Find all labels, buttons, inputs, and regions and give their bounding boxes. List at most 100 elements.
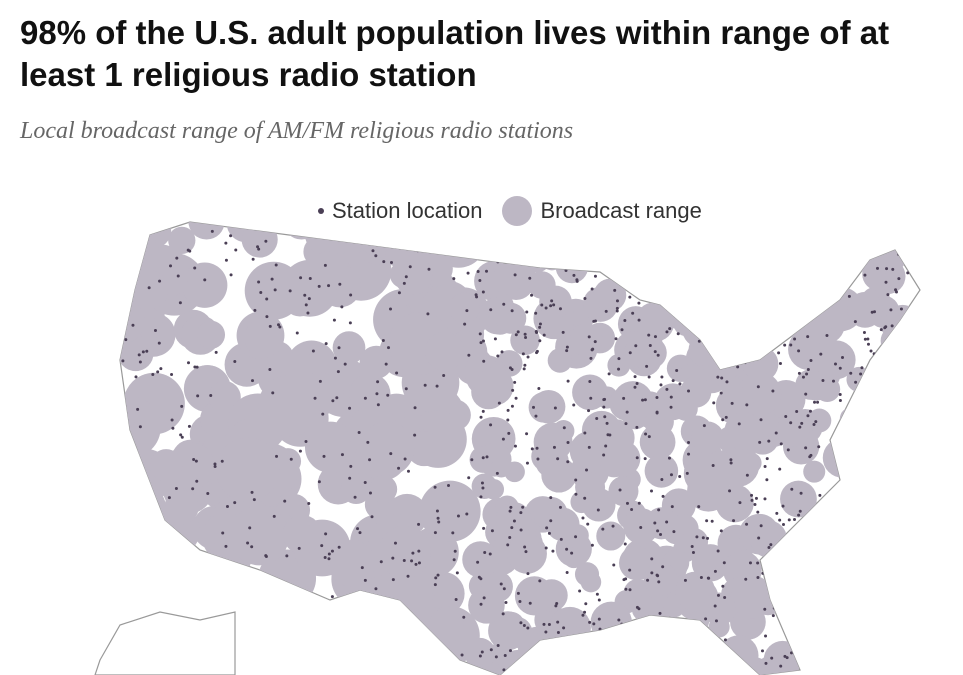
range-circle	[826, 565, 848, 587]
station-dot	[868, 585, 872, 589]
station-dot	[916, 456, 920, 460]
range-circle	[419, 480, 481, 542]
station-dot	[756, 575, 760, 579]
station-dot	[549, 519, 553, 523]
station-dot	[624, 651, 628, 655]
range-circle	[865, 405, 886, 427]
station-dot	[504, 600, 508, 604]
station-dot	[834, 263, 838, 267]
station-dot	[264, 555, 268, 559]
station-dot	[832, 379, 836, 383]
range-circle	[803, 460, 826, 483]
station-dot	[256, 245, 260, 249]
range-circle	[808, 260, 850, 301]
station-dot	[775, 511, 779, 515]
station-dot	[534, 311, 538, 315]
range-circle	[634, 302, 675, 342]
station-dot	[855, 240, 859, 244]
station-dot	[716, 283, 720, 287]
station-dot	[671, 379, 675, 383]
station-dot	[730, 401, 734, 405]
station-dot	[635, 648, 639, 652]
station-dot	[187, 424, 191, 428]
station-dot	[891, 427, 895, 431]
station-dot	[531, 405, 535, 409]
station-dot	[402, 281, 406, 285]
station-dot	[586, 522, 590, 526]
station-dot	[368, 458, 372, 462]
station-dot	[520, 657, 524, 661]
station-dot	[743, 353, 747, 357]
station-dot	[778, 361, 782, 365]
range-circle	[796, 237, 835, 277]
station-dot	[433, 531, 437, 535]
station-dot	[538, 322, 542, 326]
range-circle	[593, 278, 627, 312]
range-circle	[535, 579, 568, 612]
station-dot	[333, 356, 337, 360]
station-dot	[741, 317, 745, 321]
station-dot	[702, 424, 706, 428]
station-dot	[526, 238, 530, 242]
station-dot	[561, 265, 565, 269]
station-dot	[476, 560, 480, 564]
range-circle	[773, 286, 794, 307]
station-dot	[889, 308, 893, 312]
station-dot	[153, 329, 157, 333]
station-dot	[452, 558, 456, 562]
station-dot	[170, 372, 174, 376]
range-circle	[880, 325, 911, 356]
station-dot	[274, 263, 278, 267]
station-dot	[722, 260, 726, 264]
station-dot	[830, 539, 834, 543]
station-dot	[830, 222, 834, 226]
station-dot	[767, 312, 771, 316]
station-dot	[417, 522, 421, 526]
station-dot	[327, 284, 331, 288]
station-dot	[884, 594, 888, 598]
station-dot	[719, 391, 723, 395]
station-dot	[634, 641, 638, 645]
station-dot	[323, 555, 327, 559]
station-dot	[387, 346, 391, 350]
range-circle	[188, 222, 225, 240]
station-dot	[324, 342, 328, 346]
station-dot	[722, 561, 726, 565]
station-dot	[442, 373, 446, 377]
station-dot	[847, 294, 851, 298]
station-dot	[414, 562, 418, 566]
station-dot	[251, 638, 255, 642]
station-dot	[697, 505, 701, 509]
station-dot	[481, 486, 485, 490]
range-circle	[882, 630, 903, 651]
station-dot	[756, 510, 760, 514]
station-dot	[819, 352, 823, 356]
range-circle	[678, 236, 722, 281]
range-circle	[464, 637, 496, 670]
station-dot	[322, 454, 326, 458]
station-dot	[600, 234, 604, 238]
station-dot	[480, 481, 484, 485]
range-circle	[874, 576, 919, 620]
station-dot	[879, 328, 883, 332]
station-dot	[838, 273, 842, 277]
station-dot	[660, 478, 664, 482]
station-dot	[411, 551, 415, 555]
station-dot	[906, 271, 910, 275]
station-dot	[705, 519, 709, 523]
station-dot	[914, 239, 918, 243]
station-dot	[348, 321, 352, 325]
station-dot	[637, 318, 641, 322]
station-dot	[810, 671, 814, 675]
station-dot	[530, 293, 534, 297]
station-dot	[889, 448, 893, 452]
range-circle	[865, 384, 899, 418]
station-dot	[304, 303, 308, 307]
station-dot	[912, 309, 916, 313]
range-circle	[745, 274, 784, 312]
station-dot	[765, 457, 769, 461]
station-dot	[593, 660, 597, 664]
station-dot	[883, 222, 887, 224]
station-dot	[806, 642, 810, 646]
station-dot	[509, 505, 513, 509]
